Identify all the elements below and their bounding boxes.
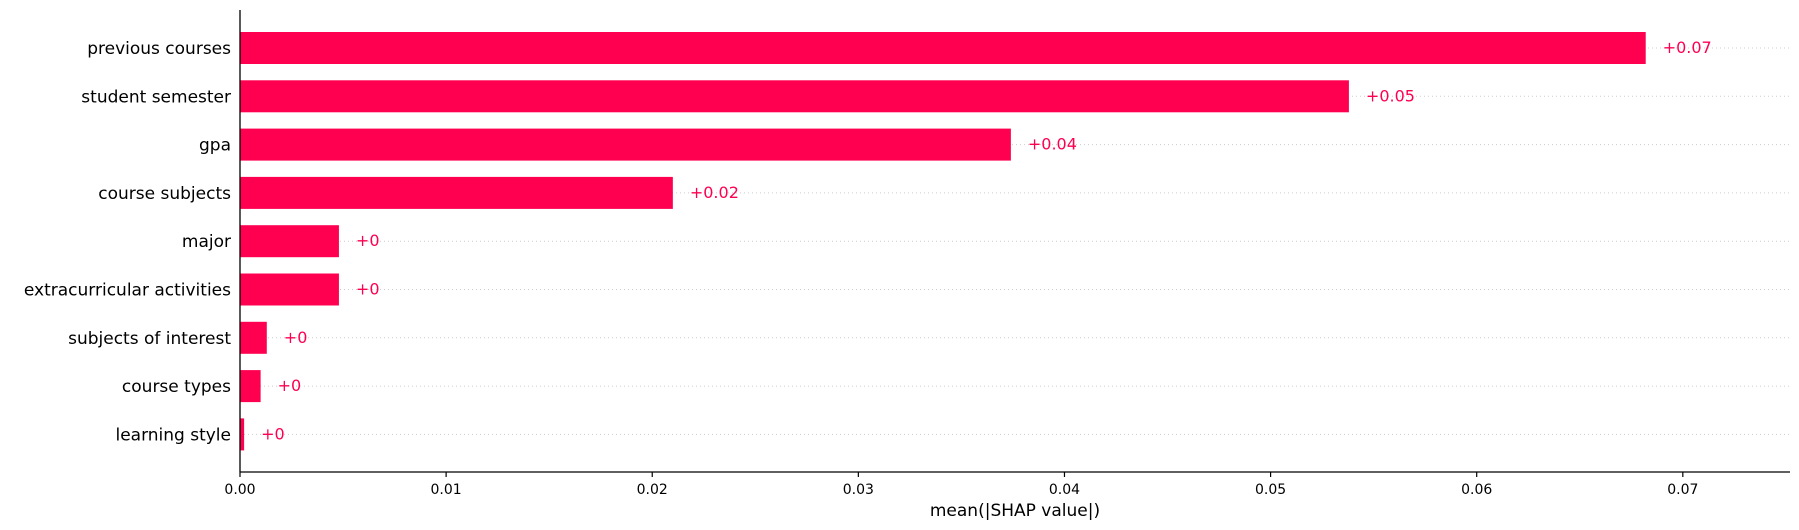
x-tick-label: 0.04: [1049, 482, 1080, 498]
value-label: +0: [356, 280, 380, 299]
bars: [240, 32, 1646, 451]
axes: 0.00 0.01 0.02 0.03 0.04 0.05 0.06 0.07 mean(|S…: [224, 10, 1790, 521]
feature-label: extracurricular activities: [24, 281, 231, 301]
feature-label: gpa: [199, 136, 231, 156]
bar: [240, 128, 1011, 161]
value-label: +0: [278, 376, 302, 395]
feature-label: major: [182, 232, 231, 252]
feature-label: course types: [122, 377, 231, 397]
bar: [240, 418, 245, 451]
value-label: +0: [261, 424, 285, 443]
feature-label: subjects of interest: [68, 329, 231, 349]
x-tick-label: 0.07: [1667, 482, 1698, 498]
feature-labels: previous courses student semester gpa cours…: [24, 39, 231, 445]
value-label: +0.04: [1028, 135, 1077, 154]
x-axis-title: mean(|SHAP value|): [930, 501, 1100, 521]
bar: [240, 370, 261, 403]
feature-label: learning style: [115, 425, 231, 445]
bar: [240, 273, 339, 306]
value-label: +0: [356, 231, 380, 250]
value-label: +0.07: [1663, 38, 1712, 57]
bar: [240, 225, 339, 258]
feature-label: course subjects: [98, 184, 231, 204]
x-tick-label: 0.00: [224, 482, 255, 498]
x-tick-label: 0.02: [637, 482, 668, 498]
value-labels: +0.07 +0.05 +0.04 +0.02 +0 +0 +0 +0 +0: [261, 38, 1712, 443]
value-label: +0: [284, 328, 308, 347]
x-tick-label: 0.05: [1255, 482, 1286, 498]
feature-label: student semester: [81, 87, 231, 107]
x-axis-ticks: 0.00 0.01 0.02 0.03 0.04 0.05 0.06 0.07: [224, 472, 1698, 498]
x-tick-label: 0.06: [1461, 482, 1492, 498]
feature-label: previous courses: [87, 39, 231, 59]
value-label: +0.02: [690, 183, 739, 202]
x-tick-label: 0.01: [431, 482, 462, 498]
value-label: +0.05: [1366, 86, 1415, 105]
bar: [240, 80, 1349, 113]
bar: [240, 32, 1646, 64]
bar: [240, 176, 673, 209]
bar: [240, 321, 267, 354]
x-tick-label: 0.03: [843, 482, 874, 498]
